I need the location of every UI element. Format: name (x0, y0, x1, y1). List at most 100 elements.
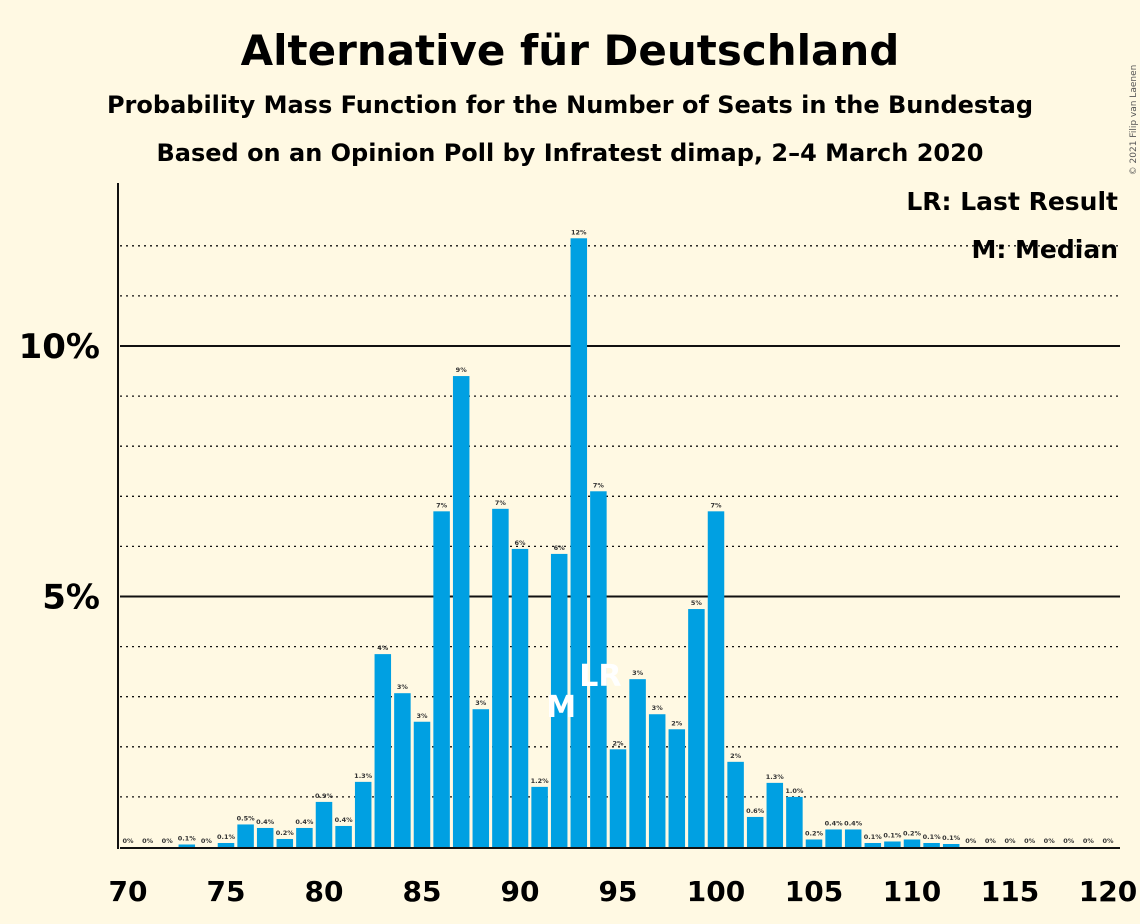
chart-subtitle-2: Based on an Opinion Poll by Infratest di… (156, 139, 983, 167)
data-label-89: 7% (495, 499, 507, 507)
y-axis-ticks: 5% 10% (19, 327, 100, 618)
bar-84 (394, 693, 411, 847)
data-label-83: 4% (377, 644, 389, 652)
copyright-text: © 2021 Filip van Laenen (1129, 65, 1139, 176)
data-label-85: 3% (416, 712, 428, 720)
bar-92 (550, 553, 568, 847)
x-axis-ticks: 70 75 80 85 90 95 100 105 110 115 120 (109, 875, 1138, 908)
data-label-118: 0% (1063, 837, 1075, 845)
chart-subtitle-1: Probability Mass Function for the Number… (107, 91, 1033, 119)
data-label-75: 0.1% (217, 833, 236, 841)
bar-103 (766, 782, 784, 847)
data-label-115: 0% (1004, 837, 1016, 845)
data-label-99: 5% (691, 599, 703, 607)
data-label-101: 2% (730, 752, 742, 760)
bar-88 (472, 709, 490, 847)
bar-110 (903, 839, 921, 847)
data-label-73: 0.1% (178, 834, 197, 842)
data-label-72: 0% (162, 837, 174, 845)
bar-95 (609, 749, 627, 847)
markers-group: MLR (546, 659, 621, 725)
bar-89 (492, 508, 509, 847)
data-label-116: 0% (1024, 837, 1036, 845)
data-label-107: 0.4% (844, 819, 863, 827)
bar-83 (374, 654, 392, 847)
bar-98 (668, 729, 686, 847)
data-label-120: 0% (1102, 837, 1114, 845)
data-label-100: 7% (710, 501, 722, 509)
bar-112 (942, 843, 960, 847)
data-label-90: 6% (514, 539, 526, 547)
bar-80 (315, 801, 333, 847)
legend-median: M: Median (971, 235, 1118, 264)
data-label-78: 0.2% (276, 829, 295, 837)
data-label-95: 2% (612, 739, 624, 747)
bar-91 (531, 786, 548, 847)
data-label-77: 0.4% (256, 818, 275, 826)
data-label-74: 0% (201, 837, 213, 845)
data-label-111: 0.1% (923, 833, 942, 841)
data-label-114: 0% (985, 837, 997, 845)
data-label-92: 6% (554, 544, 566, 552)
bar-76 (237, 824, 254, 847)
data-label-94: 7% (593, 481, 605, 489)
bar-105 (805, 839, 823, 847)
data-label-119: 0% (1083, 837, 1095, 845)
bar-96 (629, 679, 646, 847)
data-label-105: 0.2% (805, 829, 824, 837)
data-label-81: 0.4% (335, 816, 354, 824)
bar-107 (844, 829, 862, 847)
bar-81 (335, 825, 352, 847)
data-label-70: 0% (122, 837, 134, 845)
x-tick-70: 70 (109, 875, 148, 908)
data-label-76: 0.5% (237, 814, 256, 822)
data-label-93: 12% (571, 228, 587, 236)
median-marker: M (546, 690, 576, 725)
bar-85 (413, 721, 431, 847)
data-label-96: 3% (632, 669, 644, 677)
bar-109 (884, 841, 901, 847)
bar-93 (570, 238, 588, 847)
data-label-108: 0.1% (864, 833, 883, 841)
x-tick-110: 110 (883, 875, 941, 908)
chart-title: Alternative für Deutschland (241, 26, 900, 75)
bar-75 (217, 842, 235, 847)
data-label-112: 0.1% (942, 834, 961, 842)
data-label-88: 3% (475, 699, 487, 707)
data-label-109: 0.1% (883, 831, 902, 839)
x-tick-80: 80 (305, 875, 344, 908)
bar-104 (786, 796, 803, 847)
y-tick-10: 10% (19, 327, 100, 367)
x-tick-100: 100 (687, 875, 745, 908)
x-tick-115: 115 (981, 875, 1039, 908)
x-tick-85: 85 (403, 875, 442, 908)
x-tick-95: 95 (599, 875, 638, 908)
data-label-82: 1.3% (354, 772, 373, 780)
data-label-79: 0.4% (295, 818, 314, 826)
bar-97 (648, 714, 666, 847)
data-label-84: 3% (397, 683, 409, 691)
legend-last-result: LR: Last Result (906, 187, 1118, 216)
bar-90 (511, 548, 529, 847)
bar-82 (354, 781, 372, 847)
data-label-110: 0.2% (903, 829, 922, 837)
bar-111 (923, 842, 940, 847)
data-label-97: 3% (652, 704, 664, 712)
data-labels-group: 0% 0% 0% 0.1% 0%0.1%0.5% 0.4%0.2%0.4%0.9%0.4%… (122, 228, 1114, 845)
bar-108 (864, 842, 882, 847)
bar-102 (746, 816, 764, 847)
data-label-86: 7% (436, 501, 448, 509)
data-label-102: 0.6% (746, 807, 765, 815)
data-label-113: 0% (965, 837, 977, 845)
y-tick-5: 5% (42, 578, 100, 618)
grid-lines (120, 245, 1120, 849)
x-tick-105: 105 (785, 875, 843, 908)
bar-73 (178, 844, 196, 847)
last-result-marker: LR (579, 659, 621, 694)
data-label-103: 1.3% (766, 773, 785, 781)
x-tick-75: 75 (207, 875, 246, 908)
data-label-106: 0.4% (825, 819, 844, 827)
bar-86 (433, 511, 450, 847)
bar-77 (256, 827, 274, 847)
